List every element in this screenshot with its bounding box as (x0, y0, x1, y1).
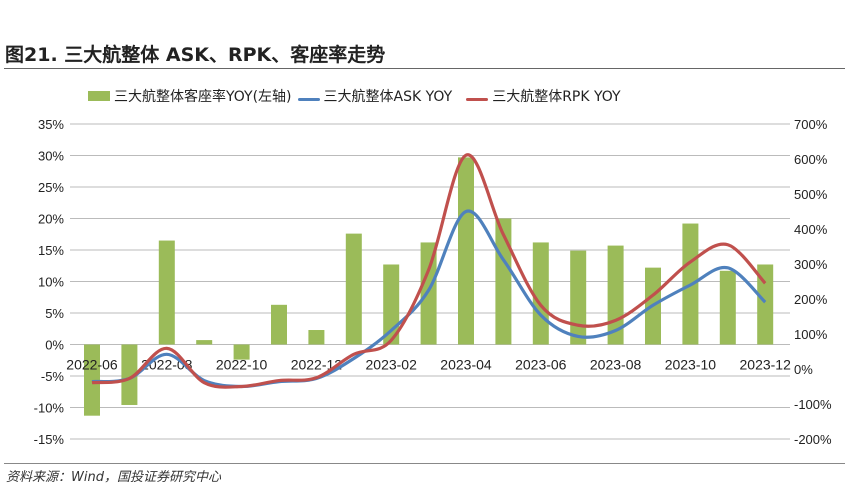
right-tick-label: 400% (794, 222, 828, 237)
bar (196, 340, 213, 345)
bar (570, 250, 587, 345)
x-tick-label: 2023-12 (740, 357, 792, 373)
left-tick-label: -10% (34, 401, 65, 416)
x-tick-label: 2023-04 (440, 357, 492, 373)
right-tick-label: 500% (794, 187, 828, 202)
x-tick-label: 2022-10 (216, 357, 268, 373)
x-tick-label: 2023-06 (515, 357, 567, 373)
bar (233, 344, 250, 360)
right-tick-label: -200% (794, 432, 832, 447)
right-tick-label: 0% (794, 362, 813, 377)
left-tick-label: 35% (38, 117, 64, 132)
bar (271, 304, 287, 345)
left-tick-label: 15% (38, 243, 64, 258)
bar (757, 264, 774, 345)
right-tick-label: 200% (794, 292, 828, 307)
left-tick-label: 25% (38, 180, 64, 195)
legend: 三大航整体客座率YOY(左轴) 三大航整体ASK YOY 三大航整体RPK YO… (88, 86, 621, 106)
x-tick-label: 2023-10 (665, 357, 717, 373)
right-tick-label: 700% (794, 117, 828, 132)
bar (458, 157, 474, 345)
right-tick-label: 100% (794, 327, 828, 342)
right-tick-label: 600% (794, 152, 828, 167)
right-tick-label: 300% (794, 257, 828, 272)
bar (308, 330, 325, 345)
bar (719, 270, 736, 345)
rpk-line (91, 153, 767, 389)
left-tick-label: 30% (38, 149, 64, 164)
left-tick-label: 10% (38, 275, 64, 290)
bar (495, 218, 512, 345)
x-tick-label: 2023-02 (366, 357, 418, 373)
ask-line (91, 209, 767, 389)
x-tick-label: 2022-06 (66, 357, 118, 373)
bar (121, 344, 138, 405)
source-note: 资料来源：Wind，国投证券研究中心 (6, 470, 221, 485)
left-tick-label: 0% (45, 338, 64, 353)
bar (383, 264, 400, 345)
legend-item-load-factor: 三大航整体客座率YOY(左轴) (88, 86, 292, 106)
left-tick-label: -15% (34, 432, 65, 447)
left-tick-label: -5% (41, 369, 65, 384)
legend-item-rpk: 三大航整体RPK YOY (466, 86, 621, 106)
bar (345, 233, 362, 345)
bar (158, 240, 175, 345)
bar (420, 242, 437, 345)
chart-title: 图21. 三大航整体 ASK、RPK、客座率走势 (5, 44, 386, 66)
legend-item-ask: 三大航整体ASK YOY (297, 86, 452, 106)
title-divider (4, 68, 845, 69)
right-tick-label: -100% (794, 397, 832, 412)
bar (532, 242, 549, 345)
footer-divider (4, 463, 845, 464)
left-tick-label: 20% (38, 212, 64, 227)
x-tick-label: 2022-12 (291, 357, 343, 373)
left-tick-label: 5% (45, 306, 64, 321)
x-tick-label: 2023-08 (590, 357, 642, 373)
